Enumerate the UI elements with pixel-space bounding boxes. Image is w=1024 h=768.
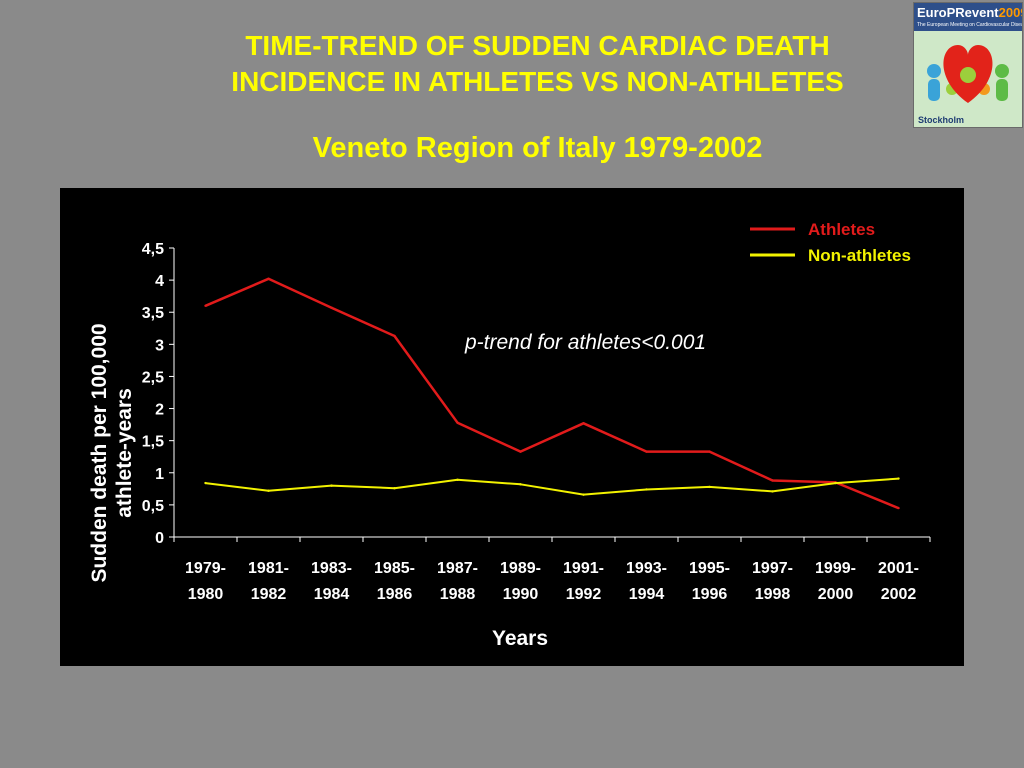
x-tick-label: 1995- [689, 560, 730, 577]
x-tick-label: 1983- [311, 560, 352, 577]
x-tick-label: 2002 [881, 586, 917, 603]
y-tick-label: 2 [155, 402, 164, 419]
title-line-2: INCIDENCE IN ATHLETES VS NON-ATHLETES [231, 66, 844, 97]
legend-non-athletes-label: Non-athletes [808, 246, 911, 265]
x-tick-label: 1987- [437, 560, 478, 577]
y-tick-label: 0 [155, 530, 164, 547]
chart: 00,511,522,533,544,5 1979-19801981-19821… [60, 188, 964, 666]
y-tick-label: 0,5 [142, 498, 164, 515]
non-athletes-data-point [582, 493, 585, 496]
athletes-data-point [204, 304, 207, 307]
x-axis: 1979- 1980 1981- 1982 1983- 1984 1985- 1986 1987… [173, 536, 931, 603]
x-tick-label: 1999- [815, 560, 856, 577]
athletes-data-point [267, 277, 270, 281]
x-tick-label: 1980 [188, 586, 224, 603]
non-athletes-series-line [205, 477, 899, 496]
y-axis-label-line-1: Sudden death per 100,000 [88, 323, 111, 582]
slide-subtitle: Veneto Region of Italy 1979-2002 [312, 132, 763, 164]
x-tick-label: 1982 [251, 586, 287, 603]
y-tick-label: 3,5 [142, 305, 164, 322]
x-tick-label: 1981- [248, 560, 289, 577]
series-layer [204, 277, 900, 510]
athletes-data-point [708, 450, 711, 453]
x-tick-label: 1994 [629, 586, 665, 603]
legend: Athletes Non-athletes [750, 220, 911, 265]
y-tick-label: 4,5 [142, 241, 164, 258]
non-athletes-data-point [330, 484, 333, 487]
x-tick-label: 1992 [566, 586, 602, 603]
athletes-data-point [771, 479, 774, 482]
logo-year: 2009 [998, 5, 1022, 20]
y-tick-label: 4 [155, 273, 164, 290]
x-tick-label: 1998 [755, 586, 791, 603]
y-tick-label: 1 [155, 466, 164, 483]
non-athletes-data-point [456, 478, 459, 482]
non-athletes-data-point [645, 488, 648, 491]
y-tick-label: 1,5 [142, 434, 164, 451]
x-axis-label: Years [492, 627, 548, 650]
non-athletes-data-point [708, 485, 711, 489]
slide-title: TIME-TREND OF SUDDEN CARDIAC DEATH INCID… [150, 28, 925, 100]
x-tick-label: 1993- [626, 560, 667, 577]
title-line-1: TIME-TREND OF SUDDEN CARDIAC DEATH [245, 30, 830, 61]
non-athletes-data-point [519, 483, 522, 486]
athletes-data-point [897, 506, 900, 510]
legend-athletes-label: Athletes [808, 220, 875, 239]
athletes-data-point [582, 422, 585, 425]
x-tick-label: 2000 [818, 586, 854, 603]
athletes-series-line [205, 277, 899, 510]
non-athletes-data-point [204, 481, 207, 485]
non-athletes-data-point [393, 486, 396, 490]
y-axis: 0 0,5 1 1,5 2 2,5 3 3,5 4 4,5 [142, 241, 175, 547]
logo-city: Stockholm [918, 115, 965, 125]
logo-heart-figures-icon [927, 45, 1009, 103]
x-tick-label: 1997- [752, 560, 793, 577]
x-tick-label: 1985- [374, 560, 415, 577]
athletes-data-point [645, 450, 648, 453]
x-tick-label: 2001- [878, 560, 919, 577]
europrevent-logo: EuroPRevent2009 The European Meeting on … [913, 2, 1023, 128]
logo-tagline: The European Meeting on Cardiovascular D… [914, 22, 1022, 31]
x-tick-label: 1979- [185, 560, 226, 577]
x-tick-label: 1986 [377, 586, 413, 603]
logo-wordmark: EuroPRevent2009 [914, 3, 1022, 22]
athletes-data-point [393, 334, 396, 338]
non-athletes-data-point [834, 481, 837, 485]
x-tick-label: 1988 [440, 586, 476, 603]
x-tick-label: 1984 [314, 586, 350, 603]
logo-name: EuroPRevent [917, 5, 999, 20]
athletes-data-point [456, 421, 459, 424]
y-tick-label: 2,5 [142, 369, 164, 386]
non-athletes-data-point [771, 490, 774, 493]
non-athletes-data-point [267, 489, 270, 492]
athletes-data-point [330, 306, 333, 309]
x-tick-label: 1989- [500, 560, 541, 577]
x-tick-label: 1996 [692, 586, 728, 603]
y-axis-label-line-2: athlete-years [113, 388, 136, 518]
athletes-data-point [519, 450, 522, 453]
x-tick-label: 1990 [503, 586, 539, 603]
non-athletes-data-point [897, 477, 900, 480]
p-trend-annotation: p-trend for athletes<0.001 [464, 331, 706, 354]
x-tick-label: 1991- [563, 560, 604, 577]
y-tick-label: 3 [155, 337, 164, 354]
